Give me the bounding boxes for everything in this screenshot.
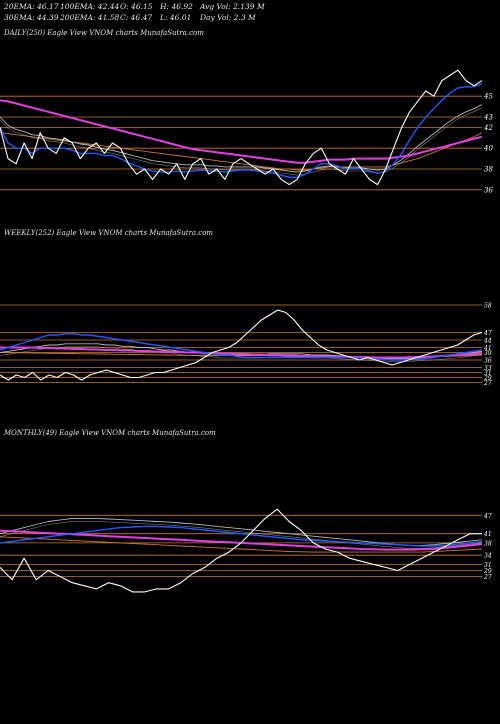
- daily-price-line: [0, 69, 483, 186]
- monthly-tick-label: 27: [483, 574, 492, 581]
- stat-20ema: 20EMA: 46.17: [4, 2, 59, 11]
- weekly-tick-label: 29: [483, 375, 492, 382]
- daily-ema_long-line: [0, 132, 483, 171]
- weekly-ema_slow-line: [0, 346, 483, 359]
- monthly-tick-label: 38: [484, 540, 492, 547]
- daily-ema_fast-line: [0, 83, 483, 179]
- weekly-tick-label: 58: [484, 303, 492, 310]
- stat-100ema: 100EMA: 42.44: [60, 2, 120, 11]
- weekly-tick-label: 36: [484, 358, 492, 365]
- weekly-panel-title: WEEKLY(252) Eagle View VNOM charts Munaf…: [4, 229, 214, 237]
- weekly-ema_fast-line: [0, 333, 483, 361]
- daily-ema_slow-line: [0, 99, 483, 164]
- weekly-tick-label: 44: [483, 338, 492, 345]
- stat-30ema: 30EMA: 44.39: [4, 13, 59, 22]
- weekly-tick-label: 33: [484, 365, 492, 372]
- daily-tick-label: 40: [483, 145, 493, 153]
- daily-ema_mid-line: [0, 104, 483, 173]
- weekly-tick-label: 27: [483, 380, 492, 387]
- stat-low: L: 46.01: [160, 13, 192, 22]
- monthly-ema_fast-line: [0, 525, 483, 547]
- monthly-tick-label: 34: [484, 553, 492, 560]
- monthly-panel-title: MONTHLY(49) Eagle View VNOM charts Munaf…: [4, 429, 216, 437]
- daily-chart: 45 43 42 40 38 36: [0, 69, 493, 194]
- monthly-ema-mid-band: [0, 521, 483, 549]
- daily-tick-label: 45: [483, 93, 493, 101]
- monthly-price-line: [0, 508, 482, 593]
- monthly-tick-label: 47: [483, 513, 492, 520]
- daily-tick-label: 42: [483, 124, 493, 132]
- stat-high: H: 46.92: [160, 2, 193, 11]
- monthly-tick-label: 41: [483, 531, 492, 538]
- monthly-tick-label: 29: [483, 568, 492, 575]
- stat-avg-vol: Avg Vol: 2.139 M: [200, 2, 265, 11]
- daily-panel-title: DAILY(250) Eagle View VNOM charts Munafa…: [4, 29, 204, 37]
- stat-day-vol: Day Vol: 2.3 M: [200, 13, 256, 22]
- stat-200ema: 200EMA: 41.58: [60, 13, 120, 22]
- monthly-tick-label: 31: [484, 562, 492, 569]
- weekly-tick-label: 31: [484, 370, 492, 377]
- daily-tick-label: 38: [484, 166, 493, 174]
- stat-close: C: 46.47: [120, 13, 153, 22]
- weekly-tick-label: 39: [484, 350, 492, 357]
- monthly-ema_long-line: [0, 536, 483, 553]
- daily-tick-label: 36: [484, 186, 493, 194]
- weekly-tick-label: 47: [483, 330, 492, 337]
- stat-open: O: 46.15: [120, 2, 153, 11]
- daily-tick-label: 43: [483, 114, 493, 122]
- weekly-tick-label: 41: [483, 345, 492, 352]
- weekly-price-line: [0, 309, 483, 381]
